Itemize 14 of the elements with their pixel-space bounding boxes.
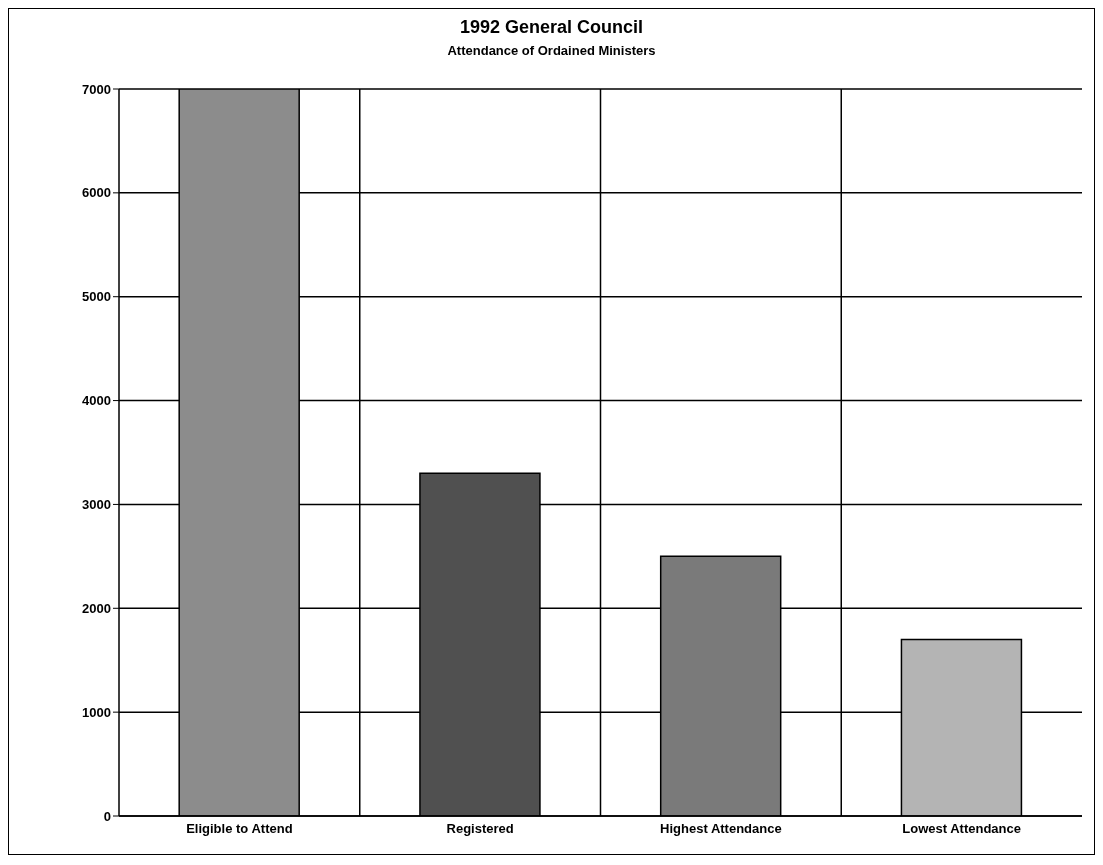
y-tick-label: 3000 — [82, 497, 111, 513]
chart-title: 1992 General Council — [458, 17, 645, 38]
y-tick-label: 5000 — [82, 289, 111, 305]
chart-subtitle: Attendance of Ordained Ministers — [446, 43, 657, 58]
x-tick-label: Lowest Attendance — [902, 821, 1021, 837]
y-tick-label: 7000 — [82, 81, 111, 97]
y-tick-label: 0 — [103, 808, 111, 824]
x-tick-label: Highest Attendance — [660, 821, 782, 837]
y-tick-label: 6000 — [82, 185, 111, 201]
y-tick-label: 4000 — [82, 393, 111, 409]
y-tick-label: 1000 — [82, 704, 111, 720]
x-tick-label: Eligible to Attend — [186, 821, 293, 837]
y-tick-label: 2000 — [82, 600, 111, 616]
x-tick-label: Registered — [446, 821, 514, 837]
